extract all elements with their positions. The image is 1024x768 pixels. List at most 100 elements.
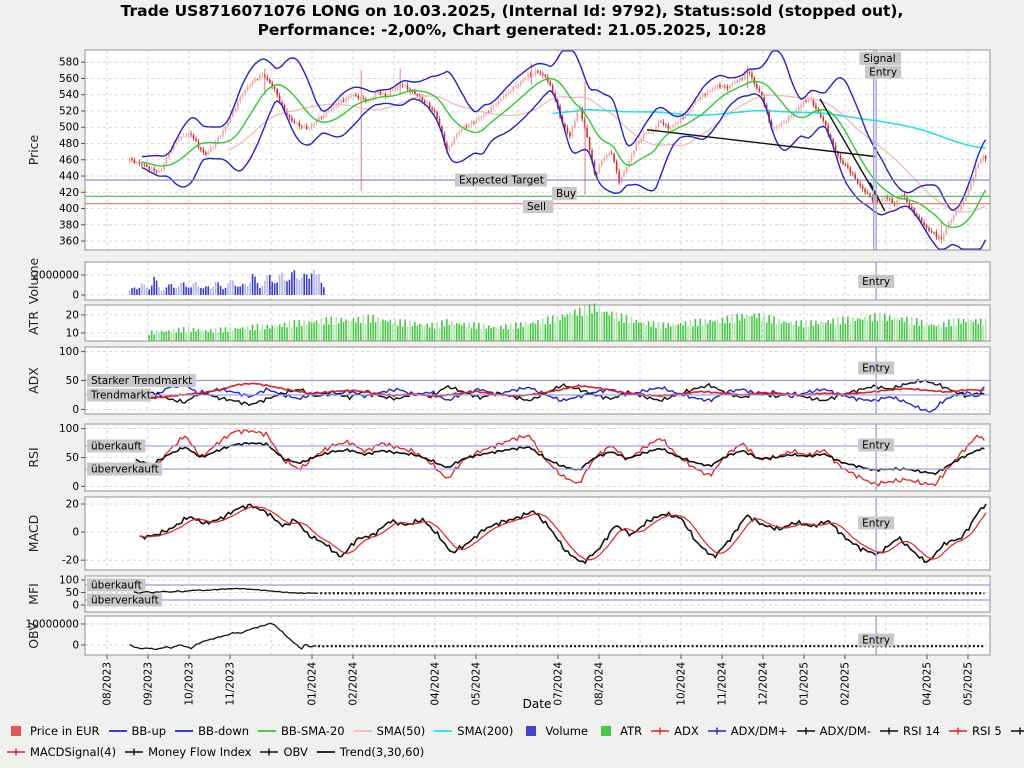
legend-item-label: RSI 14: [903, 723, 940, 738]
legend-marker-icon: [1010, 727, 1024, 734]
svg-text:0: 0: [72, 404, 79, 416]
legend-marker-icon: [108, 729, 127, 732]
legend-item-label: ATR: [620, 723, 643, 738]
svg-text:360: 360: [59, 236, 79, 248]
svg-text:460: 460: [59, 154, 79, 166]
legend-item-label: SMA(50): [376, 723, 426, 738]
svg-text:Entry: Entry: [862, 635, 890, 647]
svg-text:10/2024: 10/2024: [676, 662, 688, 706]
svg-text:OBV: OBV: [26, 622, 41, 649]
legend-item-label: Trend(3,30,60): [339, 744, 425, 759]
legend-marker-icon: [880, 727, 898, 734]
legend-item-bb-down: BB-down: [174, 724, 249, 738]
legend-item-label: MACDSignal(4): [30, 744, 117, 759]
legend-marker-icon: [948, 727, 967, 734]
svg-text:480: 480: [59, 138, 79, 150]
svg-text:ATR: ATR: [26, 311, 41, 335]
svg-text:05/2024: 05/2024: [471, 662, 483, 706]
legend-marker-icon: [434, 729, 453, 732]
svg-text:100: 100: [59, 346, 79, 358]
svg-text:50: 50: [66, 587, 79, 599]
legend-marker-icon: [260, 748, 279, 755]
svg-text:Date: Date: [523, 697, 552, 711]
svg-text:0: 0: [72, 527, 79, 539]
legend-marker-icon: [707, 727, 726, 734]
svg-text:Volume: Volume: [26, 257, 41, 304]
svg-text:11/2024: 11/2024: [717, 662, 729, 706]
svg-text:100: 100: [59, 575, 79, 587]
svg-text:überkauft: überkauft: [91, 440, 142, 452]
legend-item-label: SMA(200): [457, 723, 514, 738]
svg-text:04/2024: 04/2024: [430, 662, 442, 706]
legend-marker-icon: [175, 729, 194, 732]
legend-item-label: BB-down: [198, 723, 250, 738]
svg-text:Signal: Signal: [863, 53, 895, 65]
svg-text:11/2023: 11/2023: [225, 662, 237, 706]
legend-marker-icon: [651, 727, 670, 734]
svg-text:0: 0: [72, 600, 79, 612]
svg-text:Starker Trendmarkt: Starker Trendmarkt: [91, 375, 192, 387]
svg-text:420: 420: [59, 187, 79, 199]
svg-text:580: 580: [59, 57, 79, 69]
svg-text:04/2025: 04/2025: [922, 662, 934, 706]
svg-text:Entry: Entry: [869, 67, 897, 79]
svg-text:RSI: RSI: [26, 447, 41, 467]
legend-marker-icon: [526, 725, 537, 736]
svg-text:100: 100: [59, 423, 79, 435]
page-title: Trade US8716071076 LONG on 10.03.2025, (…: [0, 2, 1024, 40]
legend-item-label: RSI 5: [971, 723, 1002, 738]
svg-text:Entry: Entry: [862, 276, 890, 288]
legend-item-obv: OBV: [259, 744, 308, 759]
svg-text:20: 20: [66, 309, 79, 321]
legend-row-1: Price in EUR BB-up BB-down BB-SMA-20 SMA(50)…: [6, 720, 1024, 741]
legend-marker-icon: [796, 727, 815, 734]
svg-text:0: 0: [72, 639, 79, 651]
svg-text:02/2025: 02/2025: [840, 662, 852, 706]
legend-item-adx: ADX: [650, 724, 699, 738]
legend-item-label: Volume: [545, 723, 589, 738]
legend-item-volume: Volume: [521, 724, 588, 738]
legend-item-label: BB-SMA-20: [281, 723, 345, 738]
svg-text:Expected Target: Expected Target: [459, 175, 544, 187]
legend-item-adx-dm-: ADX/DM-: [796, 724, 871, 738]
legend-item-adx-dm-: ADX/DM+: [707, 724, 788, 738]
legend-item-label: OBV: [283, 744, 308, 759]
svg-text:Buy: Buy: [556, 188, 576, 200]
legend-item-sma-200-: SMA(200): [433, 724, 513, 738]
svg-text:560: 560: [59, 73, 79, 85]
legend-item-macdsignal-4-: MACDSignal(4): [6, 745, 116, 759]
legend-item-rsi-5: RSI 5: [948, 724, 1002, 738]
svg-text:0: 0: [72, 290, 79, 302]
svg-text:540: 540: [59, 89, 79, 101]
svg-text:Sell: Sell: [527, 201, 546, 213]
legend-row-2: MACDSignal(4) Money Flow Index OBV Trend(3,…: [6, 741, 1020, 762]
svg-text:05/2025: 05/2025: [963, 662, 975, 706]
svg-text:01/2025: 01/2025: [799, 662, 811, 706]
svg-text:10/2023: 10/2023: [184, 662, 196, 706]
chart-canvas: Expected Target Sell Buy Signal Entry Entry En…: [26, 49, 991, 711]
legend-item-label: Money Flow Index: [148, 744, 252, 759]
legend-item-money-flow-index: Money Flow Index: [124, 745, 251, 759]
svg-text:50: 50: [66, 452, 79, 464]
legend-item-rsi-14: RSI 14: [879, 724, 940, 738]
legend-item-label: BB-up: [131, 723, 167, 738]
legend-item-macd-5-13-: MACD(5,13): [1010, 724, 1024, 738]
legend-marker-icon: [258, 729, 277, 732]
legend-item-label: ADX/DM+: [730, 723, 788, 738]
svg-text:2000000: 2000000: [32, 270, 79, 282]
svg-text:Entry: Entry: [862, 518, 890, 530]
legend-marker-icon: [7, 748, 25, 755]
svg-text:01/2024: 01/2024: [307, 662, 319, 706]
svg-text:08/2024: 08/2024: [594, 662, 606, 706]
legend-item-trend-3-30-60-: Trend(3,30,60): [316, 745, 424, 759]
legend-marker-icon: [125, 748, 144, 755]
svg-text:02/2024: 02/2024: [348, 662, 360, 706]
svg-text:10000000: 10000000: [26, 618, 79, 630]
svg-text:12/2024: 12/2024: [758, 662, 770, 706]
svg-text:überkauft: überkauft: [91, 580, 142, 592]
title-line-2: Performance: -2,00%, Chart generated: 21…: [257, 21, 767, 39]
legend-item-label: Price in EUR: [30, 723, 100, 738]
svg-text:440: 440: [59, 171, 79, 183]
legend-item-price-in-eur: Price in EUR: [6, 724, 100, 738]
legend-item-sma-50-: SMA(50): [353, 723, 426, 738]
